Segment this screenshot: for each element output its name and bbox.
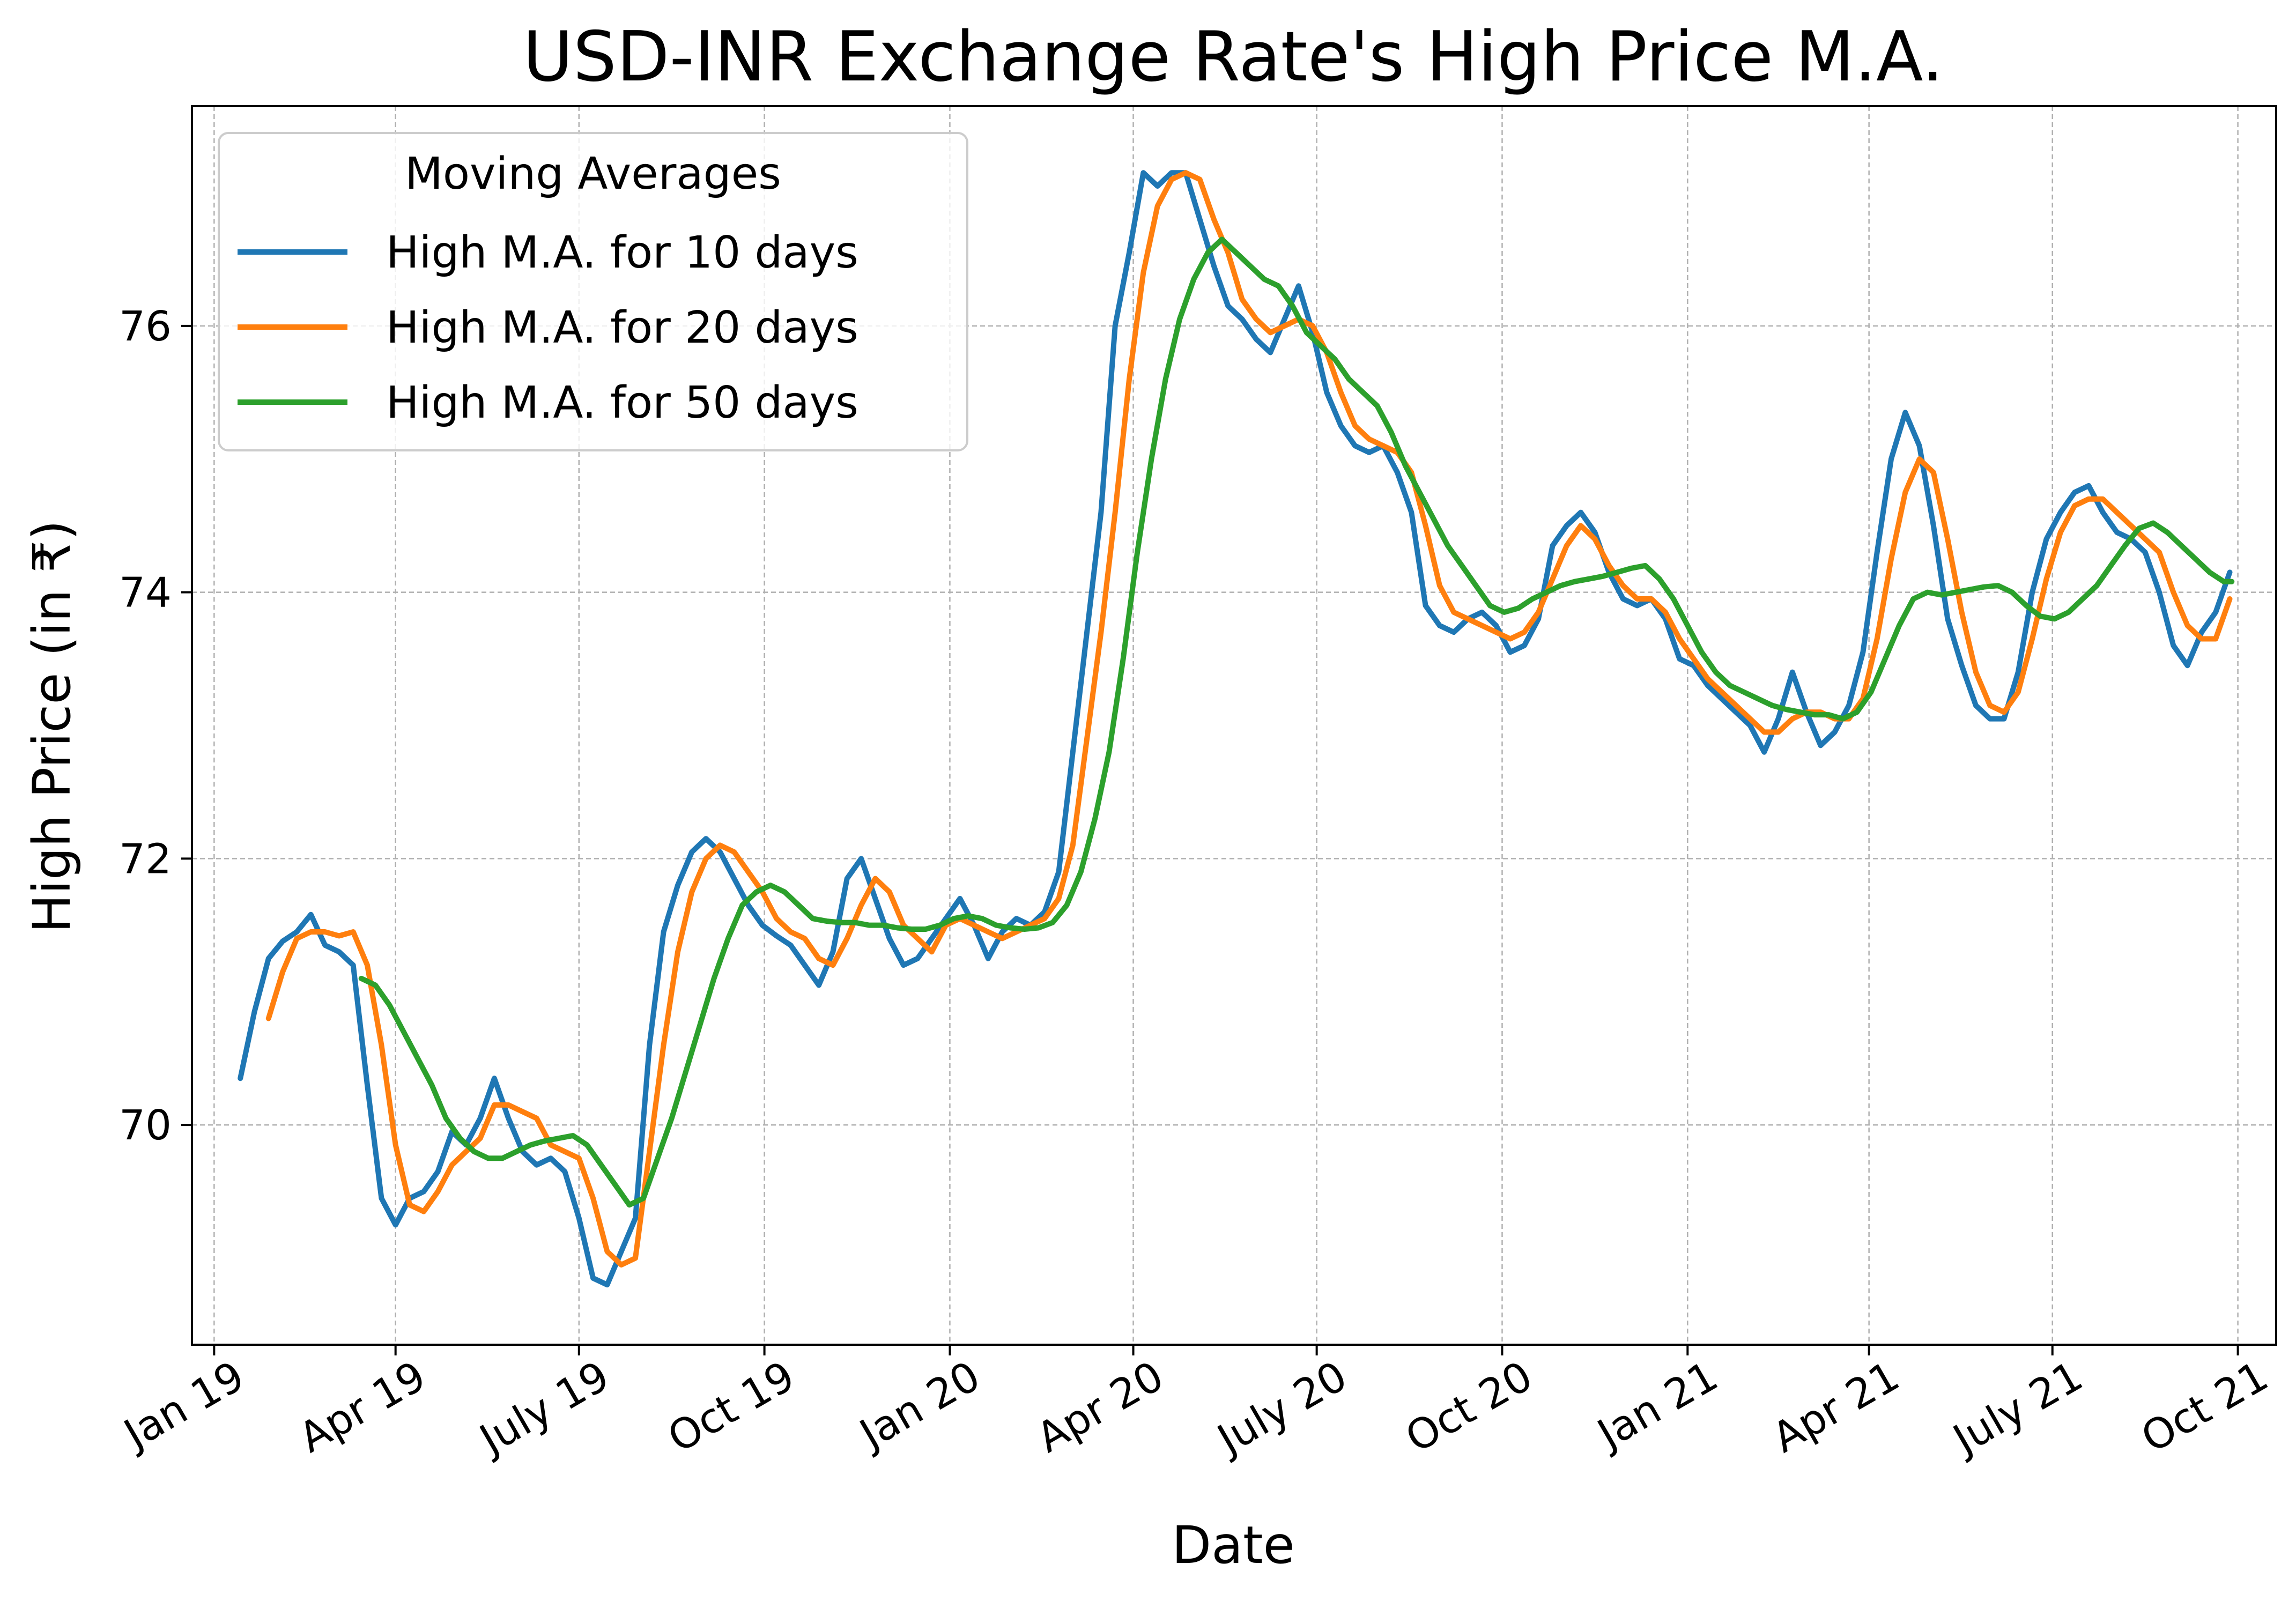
series-line-2: [265, 170, 2233, 1268]
chart-title: USD-INR Exchange Rate's High Price M.A.: [523, 17, 1944, 97]
legend-label: High M.A. for 10 days: [386, 227, 858, 278]
legend-label: High M.A. for 20 days: [386, 302, 858, 353]
y-tick-label: 76: [119, 303, 172, 351]
y-tick-label: 70: [119, 1102, 172, 1150]
y-axis-ticks: 70 72 74 76: [119, 303, 192, 1150]
y-axis-label: High Price (in ₹): [22, 520, 82, 933]
legend: Moving Averages High M.A. for 10 daysHig…: [218, 132, 968, 451]
legend-frame: [218, 132, 968, 451]
series-line-1: [238, 170, 2233, 1288]
legend-entries: High M.A. for 10 days High M.A. for 20 da…: [238, 227, 858, 428]
y-tick-label: 72: [119, 835, 172, 883]
legend-title: Moving Averages: [405, 149, 781, 199]
legend-label: High M.A. for 50 days: [386, 377, 858, 428]
plot-frame: [191, 105, 2277, 1346]
y-tick-label: 74: [119, 569, 172, 617]
series-lines: [238, 170, 2235, 1288]
x-axis-label: Date: [1172, 1515, 1294, 1575]
series-line-3: [358, 236, 2235, 1208]
